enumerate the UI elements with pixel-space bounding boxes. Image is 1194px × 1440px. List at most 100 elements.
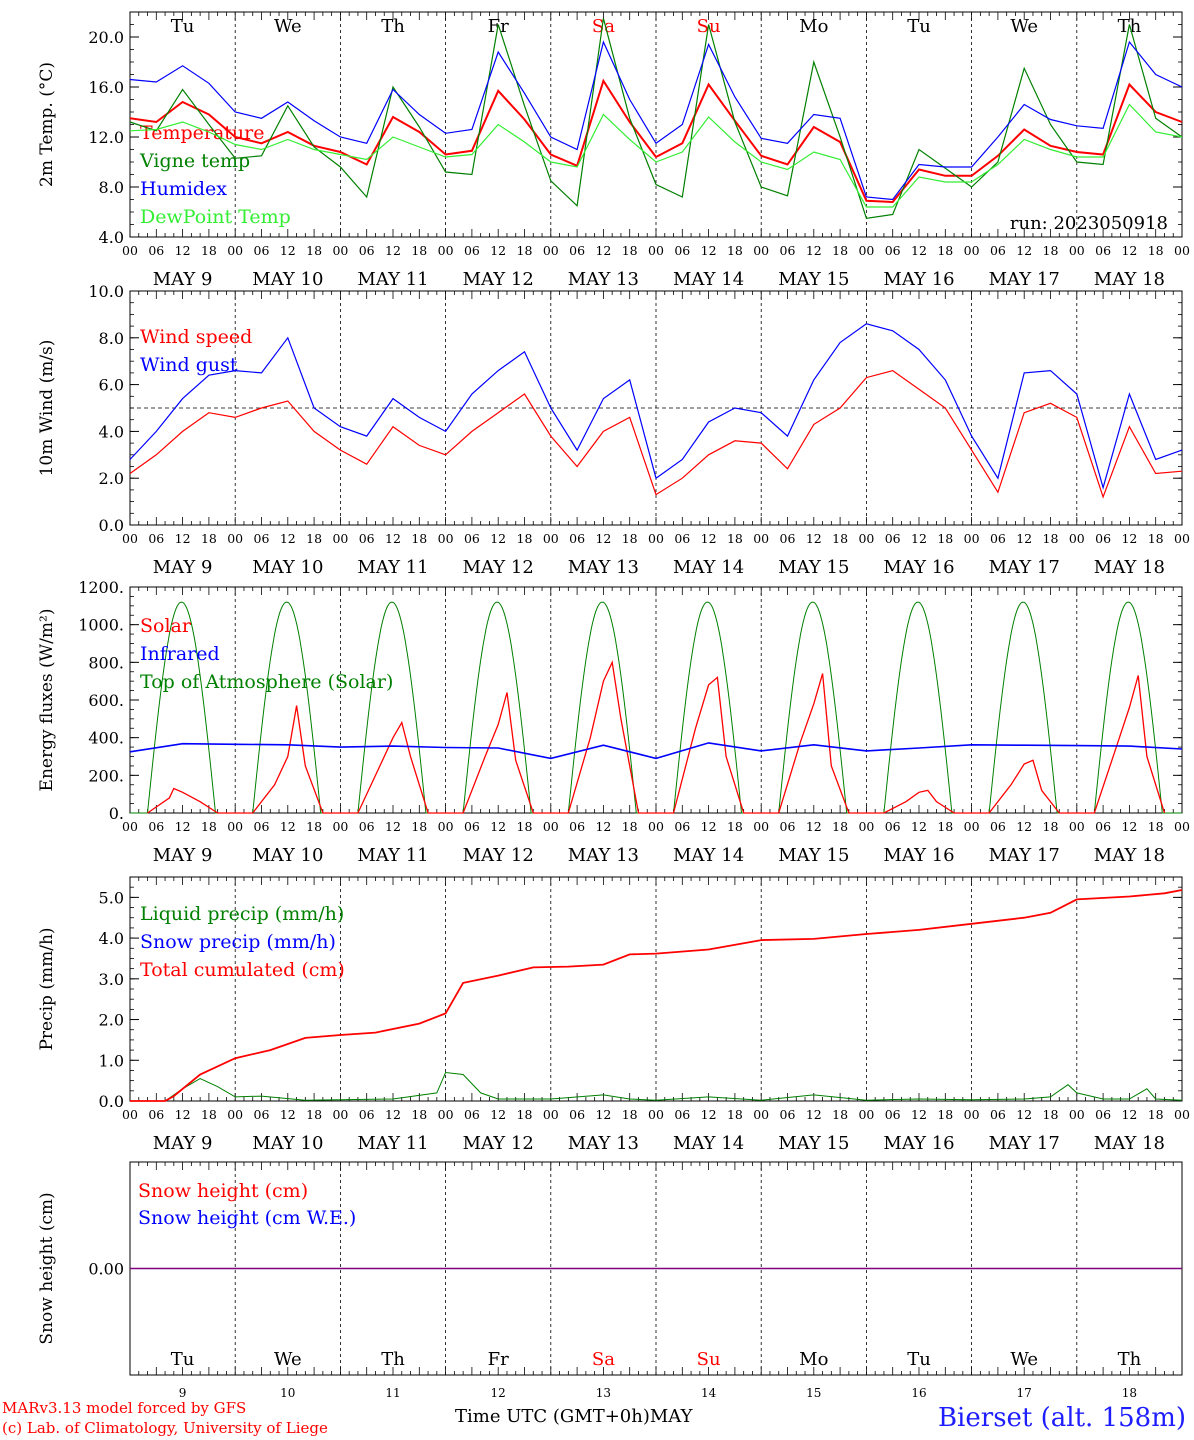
- hour-label: 18: [517, 819, 533, 834]
- day-name-label: Th: [381, 1349, 405, 1370]
- day-name-label: We: [1010, 16, 1038, 37]
- hour-label: 06: [464, 531, 480, 546]
- date-label: MAY 9: [153, 1133, 213, 1154]
- hour-label: 12: [701, 819, 717, 834]
- date-label: MAY 18: [1094, 557, 1165, 578]
- hour-label: 12: [1016, 243, 1032, 258]
- hour-label: 00: [964, 1107, 980, 1122]
- hour-label: 18: [727, 243, 743, 258]
- hour-label: 00: [227, 819, 243, 834]
- y-tick-label: 200.: [88, 766, 124, 785]
- hour-label: 00: [438, 1107, 454, 1122]
- day-name-label: Th: [1118, 1349, 1142, 1370]
- date-label: MAY 17: [989, 557, 1060, 578]
- hour-label: 06: [464, 243, 480, 258]
- hour-label: 12: [490, 819, 506, 834]
- hour-label: 00: [1174, 1107, 1190, 1122]
- legend-entry: Total cumulated (cm): [140, 959, 345, 981]
- panel-5: 0.00 Snow height (cm) Tu We Th Fr Sa Su Mo Tu We Th…: [37, 1161, 1183, 1400]
- hour-label: 06: [359, 531, 375, 546]
- hour-label: 12: [385, 819, 401, 834]
- day-number-label: 14: [701, 1386, 717, 1400]
- y-tick-label: 1000.: [78, 616, 124, 635]
- day-number-label: 12: [491, 1386, 506, 1400]
- date-label: MAY 10: [252, 1133, 323, 1154]
- day-name-label: Tu: [171, 16, 195, 37]
- date-label: MAY 11: [357, 269, 428, 290]
- date-label: MAY 15: [778, 269, 849, 290]
- date-label: MAY 17: [989, 269, 1060, 290]
- hour-label: 18: [1043, 819, 1059, 834]
- date-label: MAY 14: [673, 557, 744, 578]
- hour-label: 18: [622, 819, 638, 834]
- hour-label: 12: [595, 243, 611, 258]
- hour-label: 18: [1148, 819, 1164, 834]
- hour-label: 12: [280, 819, 296, 834]
- hour-label: 18: [832, 819, 848, 834]
- hour-label: 18: [1043, 243, 1059, 258]
- hour-label: 00: [858, 1107, 874, 1122]
- x-axis-month: MAY: [649, 1406, 693, 1427]
- credit-line-1: MARv3.13 model forced by GFS: [2, 1399, 247, 1417]
- y-tick-label: 2.0: [99, 469, 124, 488]
- date-label: MAY 10: [252, 845, 323, 866]
- day-number-label: 10: [280, 1386, 295, 1400]
- hour-label: 00: [543, 243, 559, 258]
- y-axis-label: 10m Wind (m/s): [37, 340, 57, 477]
- hour-label: 06: [1095, 243, 1111, 258]
- hour-label: 18: [622, 531, 638, 546]
- hour-label: 00: [332, 243, 348, 258]
- day-name-label: We: [274, 1349, 302, 1370]
- hour-label: 06: [990, 819, 1006, 834]
- hour-label: 06: [674, 243, 690, 258]
- y-tick-label: 4.0: [99, 422, 124, 441]
- hour-label: 12: [911, 819, 927, 834]
- hour-label: 00: [1069, 243, 1085, 258]
- panel-3: 0. 200. 400. 600. 800. 1000. 1200. Energy fluxe…: [37, 578, 1190, 866]
- hour-label: 18: [1043, 1107, 1059, 1122]
- y-axis-label: Precip (mm/h): [37, 927, 57, 1050]
- hour-label: 06: [148, 819, 164, 834]
- date-label: MAY 16: [883, 557, 954, 578]
- legend-entry: Humidex: [140, 178, 227, 200]
- credit-line-2: (c) Lab. of Climatology, University of L…: [2, 1419, 328, 1437]
- date-label: MAY 11: [357, 557, 428, 578]
- hour-label: 06: [1095, 819, 1111, 834]
- date-label: MAY 13: [568, 557, 639, 578]
- hour-label: 00: [543, 531, 559, 546]
- date-label: MAY 14: [673, 845, 744, 866]
- day-name-label: Tu: [171, 1349, 195, 1370]
- series-line-wind-gust: [129, 323, 1183, 490]
- y-tick-label: 10.0: [88, 282, 124, 301]
- hour-label: 12: [701, 531, 717, 546]
- hour-label: 12: [175, 531, 191, 546]
- y-tick-label: 0.0: [99, 1092, 124, 1111]
- y-tick-label: 3.0: [99, 970, 124, 989]
- hour-label: 18: [937, 243, 953, 258]
- hour-label: 06: [780, 819, 796, 834]
- day-name-label: Fr: [488, 1349, 509, 1370]
- hour-label: 12: [806, 243, 822, 258]
- date-label: MAY 12: [463, 269, 534, 290]
- hour-label: 18: [1148, 1107, 1164, 1122]
- date-label: MAY 13: [568, 845, 639, 866]
- hour-label: 00: [858, 243, 874, 258]
- hour-label: 18: [727, 1107, 743, 1122]
- hour-label: 18: [832, 1107, 848, 1122]
- series-line-vigne-temp: [129, 18, 1183, 219]
- hour-label: 12: [1121, 531, 1137, 546]
- legend-entry: Vigne temp: [139, 150, 250, 172]
- y-tick-label: 6.0: [99, 376, 124, 395]
- series-line-dewpoint-temp: [129, 103, 1183, 208]
- date-label: MAY 11: [357, 845, 428, 866]
- hour-label: 00: [438, 531, 454, 546]
- day-name-label: We: [274, 16, 302, 37]
- day-name-label: Tu: [907, 16, 931, 37]
- date-label: MAY 16: [883, 1133, 954, 1154]
- x-axis-title: Time UTC (GMT+0h)MAY: [455, 1406, 692, 1427]
- hour-label: 12: [490, 1107, 506, 1122]
- day-number-label: 17: [1017, 1386, 1032, 1400]
- day-name-label: Sa: [592, 16, 615, 37]
- hour-label: 12: [806, 1107, 822, 1122]
- hour-label: 12: [385, 243, 401, 258]
